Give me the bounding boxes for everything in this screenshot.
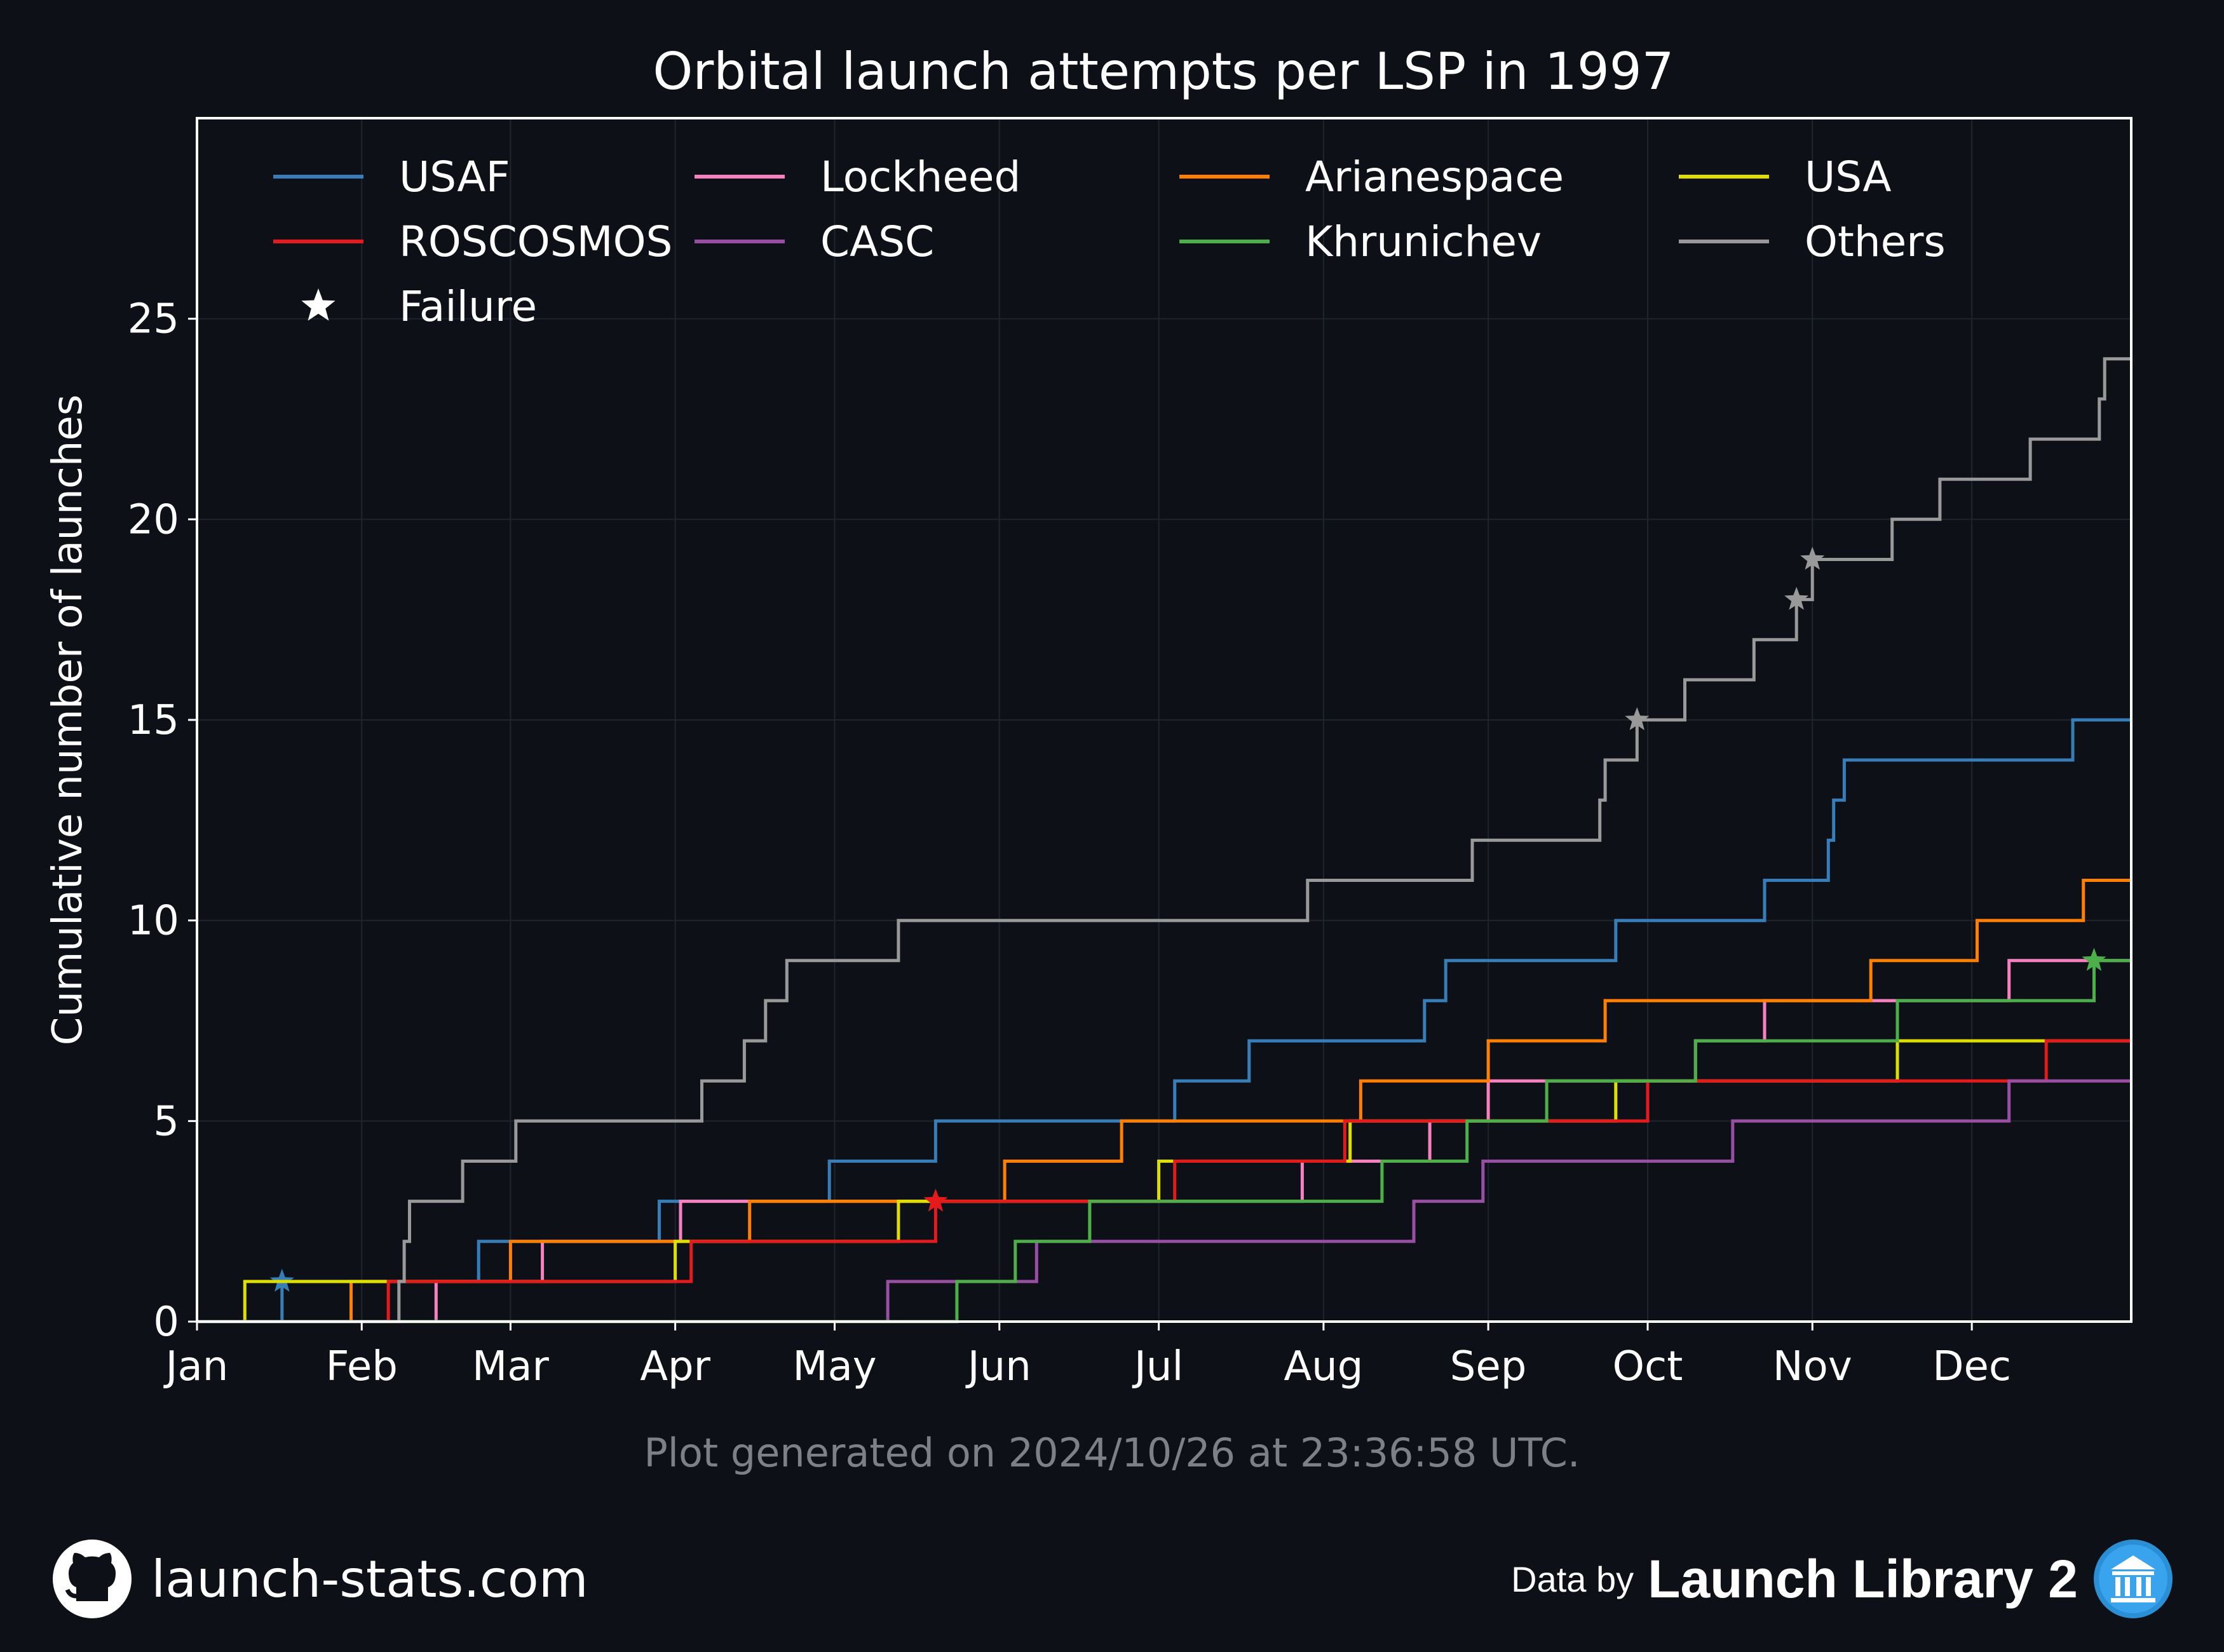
chart-title: Orbital launch attempts per LSP in 1997 [653, 42, 1674, 101]
github-icon [53, 1540, 132, 1618]
attribution-prefix: Data by [1511, 1559, 1634, 1599]
failure-marker-others [1625, 707, 1650, 731]
failure-marker-others [1800, 546, 1825, 570]
legend-failure-star [301, 288, 336, 321]
x-tick-label: May [792, 1343, 876, 1390]
legend-label-others: Others [1805, 217, 1946, 266]
data-attribution: Data by Launch Library 2 [1511, 1534, 2174, 1623]
attribution-name: Launch Library 2 [1648, 1548, 2078, 1609]
x-tick-label: Aug [1284, 1343, 1363, 1390]
y-tick-label: 15 [128, 697, 179, 744]
x-tick-label: Oct [1613, 1343, 1683, 1390]
legend-label-usaf: USAF [399, 152, 510, 201]
x-tick-label: Nov [1773, 1343, 1852, 1390]
generation-footnote: Plot generated on 2024/10/26 at 23:36:58… [644, 1430, 1580, 1476]
legend-label-usa: USA [1805, 152, 1892, 201]
y-tick-label: 20 [128, 496, 179, 543]
legend-label-roscosmos: ROSCOSMOS [399, 217, 672, 266]
x-tick-label: Dec [1932, 1343, 2011, 1390]
series-layer [197, 357, 2131, 1324]
legend-label-failure: Failure [399, 282, 537, 331]
series-line-usaf [197, 718, 2131, 1324]
series-line-lockheed [197, 959, 2131, 1324]
failure-marker-others [1784, 586, 1809, 610]
legend-label-arianespace: Arianespace [1305, 152, 1564, 201]
failure-marker-roscosmos [923, 1188, 948, 1212]
legend-label-casc: CASC [820, 217, 934, 266]
legend-label-lockheed: Lockheed [820, 152, 1020, 201]
series-line-others [197, 357, 2131, 1324]
x-tick-label: Jun [965, 1343, 1031, 1390]
y-tick-label: 25 [128, 296, 179, 343]
site-link[interactable]: launch-stats.com [151, 1549, 588, 1609]
series-line-roscosmos [197, 1039, 2131, 1324]
x-tick-label: Jan [163, 1343, 229, 1390]
legend: USAF Lockheed Arianespace USA ROSCOSMOS CASC K… [273, 152, 1946, 331]
x-tick-label: Mar [472, 1343, 549, 1390]
x-tick-label: Jul [1132, 1343, 1183, 1390]
series-line-casc [197, 1079, 2131, 1324]
y-axis-label: Cumulative number of launches [44, 395, 92, 1045]
axis-ticks: Jan Feb Mar Apr May Jun Jul Aug Sep Oct Nov Dec 0 5 10… [128, 296, 2011, 1390]
legend-label-khrunichev: Khrunichev [1305, 217, 1542, 266]
site-branding[interactable]: launch-stats.com [51, 1534, 588, 1623]
y-tick-label: 5 [153, 1098, 179, 1145]
series-line-usa [197, 1039, 2131, 1324]
x-tick-label: Sep [1450, 1343, 1527, 1390]
museum-icon [2094, 1540, 2173, 1618]
series-line-khrunichev [197, 959, 2131, 1324]
y-tick-label: 10 [128, 898, 179, 945]
x-tick-label: Apr [640, 1343, 710, 1390]
y-tick-label: 0 [153, 1299, 179, 1346]
x-tick-label: Feb [326, 1343, 398, 1390]
failure-marker-khrunichev [2082, 947, 2106, 971]
series-line-arianespace [197, 879, 2131, 1324]
